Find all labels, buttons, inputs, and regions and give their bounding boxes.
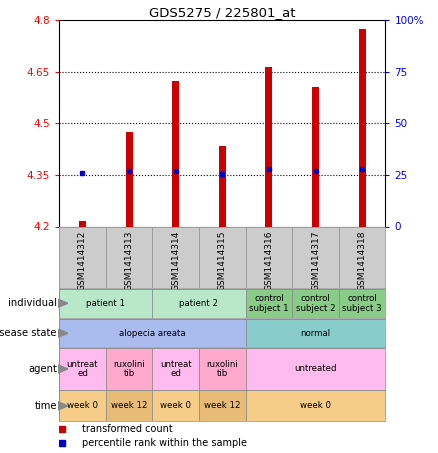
Text: week 12: week 12: [204, 401, 240, 410]
Text: control
subject 2: control subject 2: [296, 294, 336, 313]
Text: ruxolini
tib: ruxolini tib: [113, 360, 145, 378]
Text: ruxolini
tib: ruxolini tib: [206, 360, 238, 378]
Text: week 0: week 0: [160, 401, 191, 410]
Text: alopecia areata: alopecia areata: [119, 329, 186, 337]
Text: agent: agent: [28, 364, 57, 374]
Text: patient 2: patient 2: [180, 299, 219, 308]
Text: time: time: [35, 401, 57, 411]
Bar: [79, 222, 86, 226]
Bar: [246, 390, 385, 421]
Text: untreat
ed: untreat ed: [67, 360, 98, 378]
Text: GSM1414317: GSM1414317: [311, 231, 320, 291]
Bar: [152, 289, 246, 318]
Text: normal: normal: [300, 329, 331, 337]
Bar: [172, 81, 179, 226]
Bar: [199, 390, 246, 421]
Polygon shape: [58, 402, 68, 410]
Bar: [219, 146, 226, 226]
Bar: [152, 390, 199, 421]
Bar: [106, 390, 152, 421]
Bar: [246, 319, 385, 347]
Bar: [59, 319, 246, 347]
Text: GSM1414312: GSM1414312: [78, 231, 87, 291]
Bar: [312, 87, 319, 226]
Polygon shape: [58, 365, 68, 373]
Text: GSM1414316: GSM1414316: [265, 231, 273, 291]
Bar: [59, 348, 106, 390]
Text: GSM1414314: GSM1414314: [171, 231, 180, 291]
Text: week 12: week 12: [111, 401, 147, 410]
Text: disease state: disease state: [0, 328, 57, 338]
Text: GSM1414318: GSM1414318: [358, 231, 367, 291]
Bar: [106, 348, 152, 390]
Text: percentile rank within the sample: percentile rank within the sample: [82, 438, 247, 448]
Text: untreat
ed: untreat ed: [160, 360, 191, 378]
Text: week 0: week 0: [300, 401, 331, 410]
Bar: [246, 289, 292, 318]
Bar: [199, 348, 246, 390]
Text: transformed count: transformed count: [82, 424, 173, 434]
Text: week 0: week 0: [67, 401, 98, 410]
Bar: [59, 289, 152, 318]
Text: patient 1: patient 1: [86, 299, 125, 308]
Title: GDS5275 / 225801_at: GDS5275 / 225801_at: [149, 6, 296, 19]
Bar: [265, 67, 272, 226]
Text: untreated: untreated: [294, 365, 337, 373]
Polygon shape: [58, 299, 68, 307]
Text: control
subject 3: control subject 3: [343, 294, 382, 313]
Bar: [152, 348, 199, 390]
Text: GSM1414313: GSM1414313: [124, 231, 134, 291]
Bar: [359, 29, 366, 226]
Bar: [59, 390, 106, 421]
Bar: [292, 289, 339, 318]
Bar: [339, 289, 385, 318]
Bar: [246, 348, 385, 390]
Text: GSM1414315: GSM1414315: [218, 231, 227, 291]
Polygon shape: [58, 329, 68, 337]
Text: individual: individual: [8, 298, 57, 308]
Bar: [126, 132, 133, 226]
Text: control
subject 1: control subject 1: [249, 294, 289, 313]
